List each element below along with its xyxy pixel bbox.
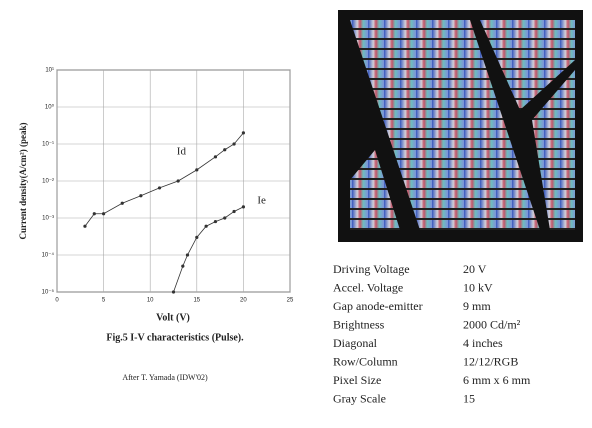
x-tick-label: 0 — [55, 298, 59, 304]
y-tick-label: 10⁻² — [42, 179, 54, 185]
data-point — [242, 205, 245, 208]
spec-label: Diagonal — [333, 336, 378, 350]
spec-label: Brightness — [333, 317, 385, 331]
spec-label: Pixel Size — [333, 373, 381, 387]
series-label: Ie — [257, 194, 266, 206]
x-axis-label: Volt (V) — [156, 312, 190, 323]
slide: Fig.5 I-V characteristics (Pulse). After… — [0, 0, 592, 428]
y-tick-label: 10⁻¹ — [42, 142, 54, 148]
data-point — [223, 216, 226, 219]
data-point — [242, 131, 245, 134]
series-line — [174, 207, 244, 292]
data-point — [186, 253, 189, 256]
spec-label: Accel. Voltage — [333, 280, 403, 294]
spec-value: 9 mm — [463, 299, 491, 313]
data-point — [83, 225, 86, 228]
spec-value: 10 kV — [463, 280, 493, 294]
data-point — [158, 186, 161, 189]
data-point — [181, 265, 184, 268]
data-point — [214, 220, 217, 223]
y-tick-label: 10¹ — [45, 68, 54, 74]
credit: After T. Yamada (IDW'02) — [122, 373, 208, 382]
data-point — [102, 212, 105, 215]
y-tick-label: 10⁻³ — [42, 216, 54, 222]
data-point — [177, 179, 180, 182]
x-tick-label: 25 — [287, 298, 294, 304]
series-line — [85, 133, 243, 226]
series-label: Id — [177, 145, 187, 157]
data-point — [195, 236, 198, 239]
data-point — [232, 210, 235, 213]
spec-table: Driving Voltage 20 V Accel. Voltage 10 kV Ga… — [333, 262, 531, 406]
page: Fig.5 I-V characteristics (Pulse). After… — [0, 0, 592, 428]
data-point — [195, 168, 198, 171]
spec-label: Gray Scale — [333, 391, 386, 405]
display-photo — [338, 10, 583, 242]
figure-caption: Fig.5 I-V characteristics (Pulse). — [106, 332, 244, 343]
x-tick-label: 15 — [193, 298, 200, 304]
x-tick-label: 20 — [240, 298, 247, 304]
spec-value: 20 V — [463, 262, 487, 276]
data-point — [205, 225, 208, 228]
spec-label: Row/Column — [333, 354, 398, 368]
data-point — [139, 194, 142, 197]
y-tick-label: 10⁻⁵ — [42, 289, 55, 296]
data-point — [223, 148, 226, 151]
y-tick-label: 10⁰ — [45, 104, 55, 111]
spec-value: 6 mm x 6 mm — [463, 373, 531, 387]
x-tick-label: 10 — [147, 298, 154, 304]
spec-value: 4 inches — [463, 336, 503, 350]
x-tick-label: 5 — [102, 298, 106, 304]
data-point — [93, 212, 96, 215]
data-point — [214, 155, 217, 158]
data-point — [232, 142, 235, 145]
y-tick-label: 10⁻⁴ — [42, 252, 55, 259]
spec-value: 2000 Cd/m² — [463, 317, 521, 331]
spec-label: Gap anode-emitter — [333, 299, 423, 313]
y-axis-label: Current density(A/cm²) (peak) — [18, 122, 28, 239]
data-point — [121, 202, 124, 205]
chart: 0 5 10 15 20 25 10⁻⁵ 10⁻⁴ 10⁻³ 10⁻² 10⁻¹ 10⁰ 10¹ Id Ie — [42, 68, 294, 304]
spec-value: 15 — [463, 391, 475, 405]
spec-value: 12/12/RGB — [463, 354, 518, 368]
spec-label: Driving Voltage — [333, 262, 410, 276]
data-point — [172, 290, 175, 293]
